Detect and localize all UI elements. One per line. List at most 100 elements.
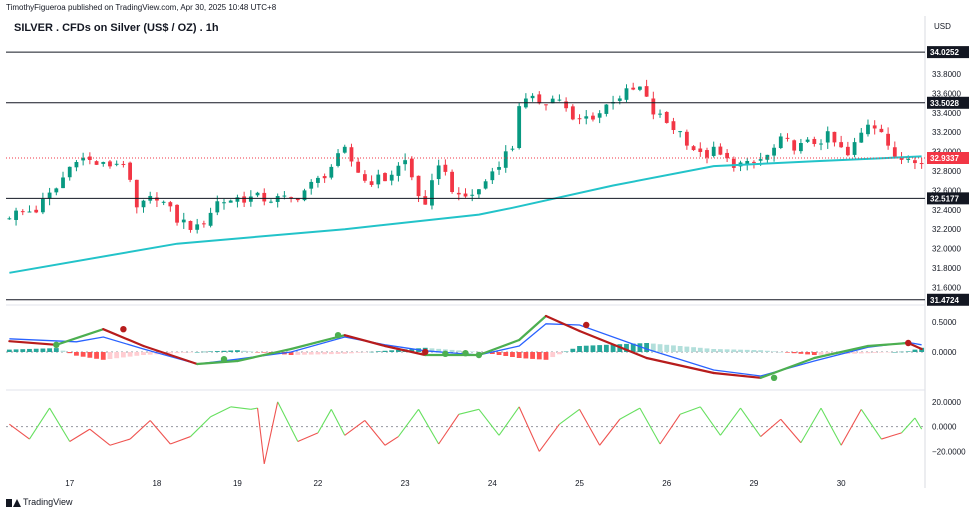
tradingview-brand[interactable]: TradingView xyxy=(6,497,73,507)
oscillator-segment xyxy=(599,418,621,446)
candle-up xyxy=(517,106,522,149)
candle-up xyxy=(778,136,783,149)
oscillator-segment xyxy=(364,420,386,446)
macd-histogram-bar xyxy=(315,352,321,355)
macd-histogram-bar xyxy=(489,352,495,354)
candle-up xyxy=(336,153,340,166)
macd-histogram-bar xyxy=(791,352,797,354)
candle-up xyxy=(557,99,562,101)
macd-histogram-bar xyxy=(255,352,260,353)
oscillator-segment xyxy=(559,408,580,425)
candles-group xyxy=(7,79,924,234)
time-axis-label: 19 xyxy=(233,479,242,488)
macd-histogram-bar xyxy=(691,347,696,352)
macd-histogram-bar xyxy=(355,352,361,353)
oscillator-tick-label: −20.0000 xyxy=(932,447,966,456)
oscillator-segment xyxy=(820,407,842,446)
candle-up xyxy=(376,174,381,185)
candle-up xyxy=(255,192,260,196)
candle-up xyxy=(758,159,763,161)
macd-histogram-bar xyxy=(724,349,730,352)
candle-down xyxy=(731,158,736,168)
candle-up xyxy=(141,200,146,208)
price-tick-label: 31.6000 xyxy=(932,283,961,292)
candle-down xyxy=(899,157,904,160)
macd-histogram-bar xyxy=(892,352,898,353)
macd-histogram-bar xyxy=(53,348,59,352)
candle-down xyxy=(201,223,206,225)
macd-histogram-bar xyxy=(503,352,509,356)
oscillator-segment xyxy=(344,420,366,436)
macd-histogram-bar xyxy=(201,351,207,353)
time-axis-label: 30 xyxy=(837,479,846,488)
candle-down xyxy=(631,87,636,90)
signal-line-segment xyxy=(518,314,548,342)
oscillator-segment xyxy=(384,436,399,446)
candle-up xyxy=(101,162,106,164)
candle-down xyxy=(651,98,656,115)
macd-histogram-bar xyxy=(878,352,884,353)
macd-histogram-bar xyxy=(33,348,39,352)
candle-up xyxy=(436,165,441,180)
macd-histogram-bar xyxy=(778,352,784,353)
macd-histogram-bar xyxy=(228,350,234,352)
candle-up xyxy=(604,104,609,114)
candle-down xyxy=(416,175,421,197)
candle-down xyxy=(792,140,797,151)
oscillator-segment xyxy=(190,416,211,437)
macd-histogram-bar xyxy=(382,350,388,352)
candle-up xyxy=(584,116,589,119)
price-tick-label: 33.6000 xyxy=(932,89,961,98)
oscillator-segment xyxy=(478,408,500,436)
time-axis-label: 26 xyxy=(662,479,671,488)
signal-line-segment xyxy=(236,347,293,363)
oscillator-segment xyxy=(740,407,762,437)
macd-histogram-bar xyxy=(744,349,750,352)
brand-label: TradingView xyxy=(23,497,73,507)
signal-line-segment xyxy=(477,338,521,357)
candle-up xyxy=(765,154,770,160)
oscillator-segment xyxy=(901,417,916,434)
macd-histogram-bar xyxy=(436,348,442,352)
crossover-dot xyxy=(475,351,483,359)
candle-down xyxy=(752,161,756,163)
macd-histogram-bar xyxy=(899,351,904,353)
macd-histogram-bar xyxy=(40,348,46,352)
crossover-dot xyxy=(442,350,449,357)
macd-histogram-bar xyxy=(543,352,549,360)
macd-histogram-bar xyxy=(563,351,569,353)
price-tick-label: 33.2000 xyxy=(932,128,961,137)
macd-histogram-bar xyxy=(47,348,53,352)
candle-down xyxy=(20,211,25,213)
candle-up xyxy=(510,148,515,150)
candle-down xyxy=(691,146,696,151)
macd-histogram-bar xyxy=(798,352,804,354)
signal-line-segment xyxy=(8,340,58,346)
publisher-line: TimothyFigueroa published on TradingView… xyxy=(6,3,277,12)
price-level-tag xyxy=(927,192,969,205)
macd-histogram-bar xyxy=(912,349,918,352)
macd-histogram-bar xyxy=(302,352,307,355)
candle-down xyxy=(785,137,790,139)
candle-up xyxy=(74,162,79,168)
candle-up xyxy=(316,177,320,183)
macd-histogram-bar xyxy=(235,350,240,352)
oscillator-segment xyxy=(498,406,520,436)
price-tick-label: 32.6000 xyxy=(932,186,961,195)
macd-histogram-bar xyxy=(429,348,435,352)
candle-up xyxy=(799,143,803,152)
crossover-dot xyxy=(422,348,429,356)
signal-line-segment xyxy=(102,328,145,348)
oscillator-line-group xyxy=(9,401,923,464)
oscillator-segment xyxy=(109,438,131,446)
oscillator-segment xyxy=(418,409,440,445)
crossover-dot xyxy=(53,341,60,348)
macd-histogram-bar xyxy=(711,349,717,352)
price-tick-label: 32.2000 xyxy=(932,225,961,234)
candle-up xyxy=(396,165,401,176)
signal-line-segment xyxy=(645,356,715,375)
candle-up xyxy=(215,201,220,213)
candle-up xyxy=(403,160,408,165)
candle-down xyxy=(383,173,387,182)
